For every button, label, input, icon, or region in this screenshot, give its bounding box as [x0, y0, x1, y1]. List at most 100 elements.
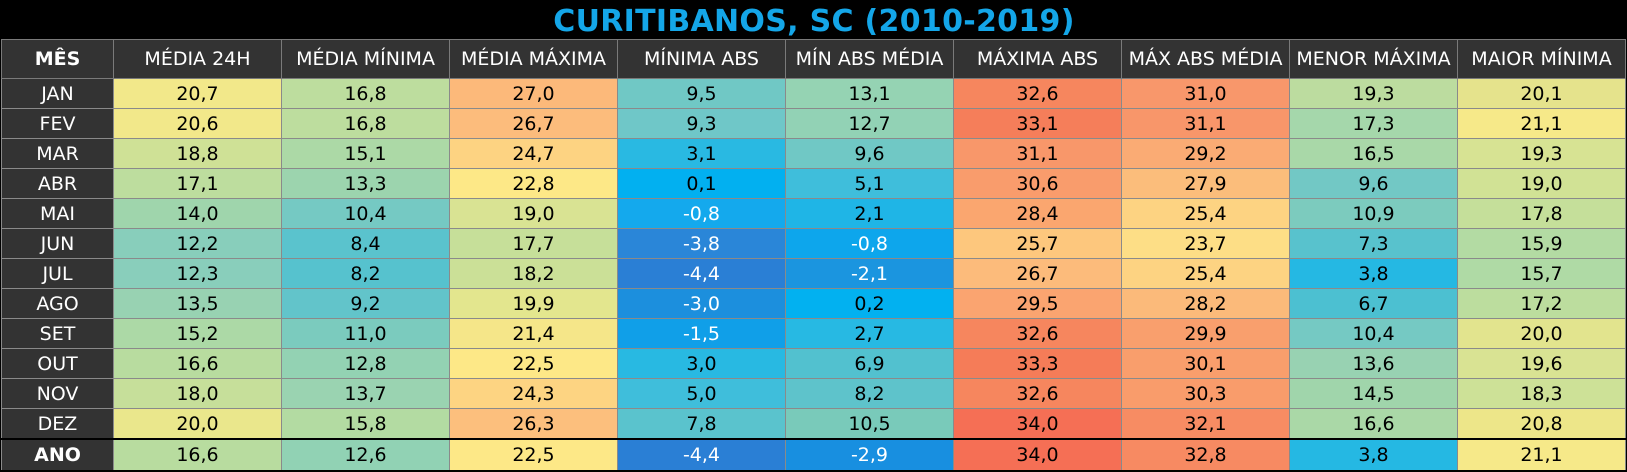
value-cell: 13,1: [785, 78, 954, 109]
value-cell: 15,2: [113, 318, 282, 349]
value-cell: 26,7: [449, 108, 618, 139]
value-cell: 3,8: [1289, 438, 1458, 472]
value-cell: 8,2: [785, 378, 954, 409]
value-cell: 12,7: [785, 108, 954, 139]
column-header: MÉDIA MÍNIMA: [281, 39, 450, 79]
table-row: JUN 12,2 8,4 17,7 -3,8 -0,8 25,7 23,7 7,3 15,9: [1, 228, 1626, 259]
value-cell: 21,1: [1457, 438, 1626, 472]
table-row: MAI 14,0 10,4 19,0 -0,8 2,1 28,4 25,4 10,9 17,8: [1, 198, 1626, 229]
value-cell: 32,6: [953, 318, 1122, 349]
value-cell: 29,5: [953, 288, 1122, 319]
table-title: CURITIBANOS, SC (2010-2019): [553, 4, 1075, 39]
column-header: MÁX ABS MÉDIA: [1121, 39, 1290, 79]
value-cell: -3,0: [617, 288, 786, 319]
month-cell: FEV: [1, 108, 114, 139]
value-cell: 13,7: [281, 378, 450, 409]
column-header: MÍN ABS MÉDIA: [785, 39, 954, 79]
table-body: JAN 20,7 16,8 27,0 9,5 13,1 32,6 31,0 19,3 20,1 FE…: [1, 78, 1626, 472]
value-cell: 9,5: [617, 78, 786, 109]
value-cell: 9,2: [281, 288, 450, 319]
value-cell: -4,4: [617, 258, 786, 289]
value-cell: 6,9: [785, 348, 954, 379]
month-cell: SET: [1, 318, 114, 349]
header-row: MÊS MÉDIA 24H MÉDIA MÍNIMA MÉDIA MÁXIMA …: [1, 39, 1626, 79]
table-row: NOV 18,0 13,7 24,3 5,0 8,2 32,6 30,3 14,5 18,3: [1, 378, 1626, 409]
value-cell: 22,5: [449, 348, 618, 379]
value-cell: 16,6: [113, 438, 282, 472]
month-cell: ANO: [1, 438, 114, 472]
value-cell: 19,0: [449, 198, 618, 229]
value-cell: 2,7: [785, 318, 954, 349]
value-cell: 26,7: [953, 258, 1122, 289]
value-cell: 25,4: [1121, 258, 1290, 289]
value-cell: 2,1: [785, 198, 954, 229]
value-cell: 20,8: [1457, 408, 1626, 440]
value-cell: 10,5: [785, 408, 954, 440]
column-header: MÉDIA MÁXIMA: [449, 39, 618, 79]
value-cell: 34,0: [953, 438, 1122, 472]
value-cell: 23,7: [1121, 228, 1290, 259]
value-cell: 30,3: [1121, 378, 1290, 409]
value-cell: -2,9: [785, 438, 954, 472]
column-header: MAIOR MÍNIMA: [1457, 39, 1626, 79]
value-cell: 13,6: [1289, 348, 1458, 379]
value-cell: 14,0: [113, 198, 282, 229]
value-cell: 12,2: [113, 228, 282, 259]
value-cell: 12,3: [113, 258, 282, 289]
value-cell: 17,1: [113, 168, 282, 199]
month-cell: JUL: [1, 258, 114, 289]
month-cell: DEZ: [1, 408, 114, 440]
column-header: MÁXIMA ABS: [953, 39, 1122, 79]
value-cell: 21,4: [449, 318, 618, 349]
value-cell: 31,1: [953, 138, 1122, 169]
value-cell: 11,0: [281, 318, 450, 349]
column-header: MÉDIA 24H: [113, 39, 282, 79]
value-cell: 16,8: [281, 108, 450, 139]
value-cell: 10,9: [1289, 198, 1458, 229]
value-cell: 12,6: [281, 438, 450, 472]
value-cell: 5,1: [785, 168, 954, 199]
table-row: JAN 20,7 16,8 27,0 9,5 13,1 32,6 31,0 19,3 20,1: [1, 78, 1626, 109]
value-cell: 22,8: [449, 168, 618, 199]
value-cell: 7,3: [1289, 228, 1458, 259]
value-cell: 15,1: [281, 138, 450, 169]
value-cell: 12,8: [281, 348, 450, 379]
value-cell: 26,3: [449, 408, 618, 440]
table-row: FEV 20,6 16,8 26,7 9,3 12,7 33,1 31,1 17,3 21,1: [1, 108, 1626, 139]
table-row: JUL 12,3 8,2 18,2 -4,4 -2,1 26,7 25,4 3,8 15,7: [1, 258, 1626, 289]
value-cell: 29,9: [1121, 318, 1290, 349]
value-cell: 32,8: [1121, 438, 1290, 472]
value-cell: 18,0: [113, 378, 282, 409]
value-cell: 24,7: [449, 138, 618, 169]
value-cell: 32,6: [953, 78, 1122, 109]
climate-table: MÊS MÉDIA 24H MÉDIA MÍNIMA MÉDIA MÁXIMA …: [1, 39, 1626, 472]
value-cell: 17,2: [1457, 288, 1626, 319]
value-cell: 33,3: [953, 348, 1122, 379]
value-cell: 19,0: [1457, 168, 1626, 199]
value-cell: 13,5: [113, 288, 282, 319]
value-cell: 25,4: [1121, 198, 1290, 229]
value-cell: 18,3: [1457, 378, 1626, 409]
value-cell: -0,8: [617, 198, 786, 229]
value-cell: 16,5: [1289, 138, 1458, 169]
value-cell: 6,7: [1289, 288, 1458, 319]
value-cell: 0,1: [617, 168, 786, 199]
value-cell: 3,1: [617, 138, 786, 169]
value-cell: 15,9: [1457, 228, 1626, 259]
table-row: ABR 17,1 13,3 22,8 0,1 5,1 30,6 27,9 9,6 19,0: [1, 168, 1626, 199]
value-cell: 16,6: [1289, 408, 1458, 440]
value-cell: 17,7: [449, 228, 618, 259]
value-cell: 17,3: [1289, 108, 1458, 139]
value-cell: 8,2: [281, 258, 450, 289]
value-cell: 5,0: [617, 378, 786, 409]
value-cell: 19,6: [1457, 348, 1626, 379]
column-header-month: MÊS: [1, 39, 114, 79]
value-cell: 19,9: [449, 288, 618, 319]
value-cell: 17,8: [1457, 198, 1626, 229]
value-cell: 16,8: [281, 78, 450, 109]
value-cell: 9,6: [1289, 168, 1458, 199]
value-cell: 7,8: [617, 408, 786, 440]
value-cell: 10,4: [1289, 318, 1458, 349]
value-cell: -0,8: [785, 228, 954, 259]
